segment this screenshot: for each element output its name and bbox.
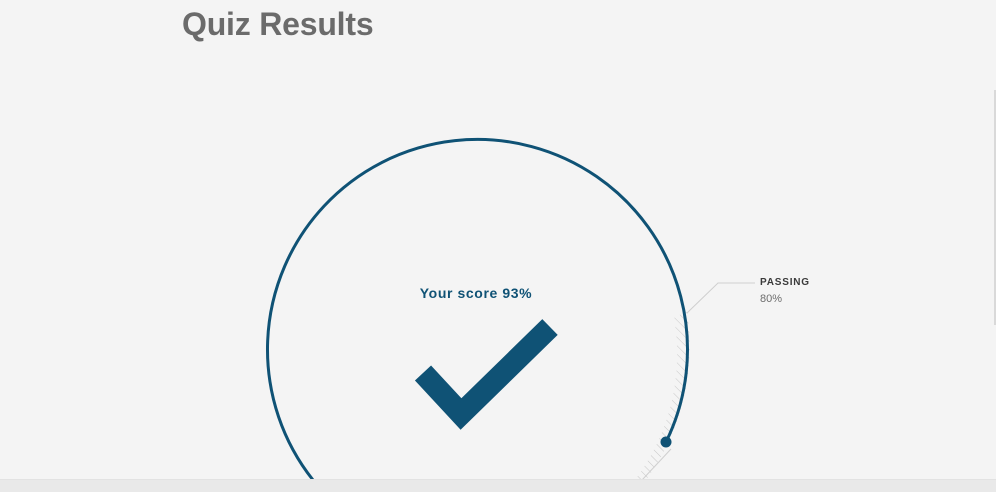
passing-leader-line bbox=[686, 282, 755, 314]
page-title: Quiz Results bbox=[182, 6, 374, 42]
passing-leader-tail bbox=[641, 448, 672, 481]
score-marker bbox=[660, 436, 672, 448]
passing-zone-hatch bbox=[635, 311, 690, 480]
passing-value: 80% bbox=[760, 293, 783, 305]
passing-label: PASSING bbox=[760, 277, 810, 288]
checkmark-icon bbox=[414, 319, 558, 430]
score-arc bbox=[266, 138, 689, 482]
score-label: Your score 93% bbox=[419, 285, 533, 301]
scrollbar-edge[interactable] bbox=[994, 90, 996, 325]
bottom-bar bbox=[0, 479, 996, 492]
